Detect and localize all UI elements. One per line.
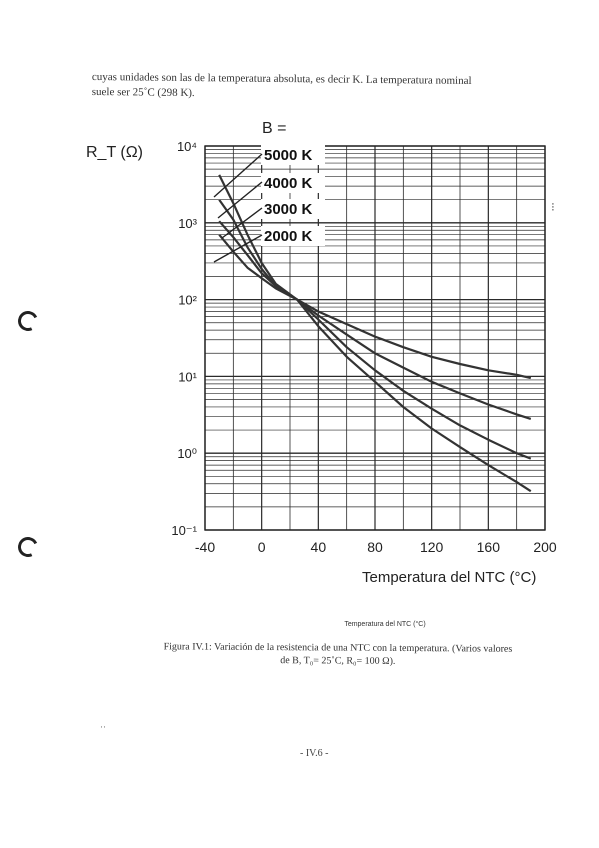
x-axis-label: Temperatura del NTC (°C) xyxy=(362,569,536,586)
chart-curves xyxy=(218,174,532,493)
series-curve xyxy=(218,220,532,420)
y-tick-label: 10¹ xyxy=(178,369,197,384)
y-tick-label: 10⁻¹ xyxy=(171,523,197,538)
series-curve xyxy=(218,199,532,460)
chart-text: R_T (Ω) Temperatura del NTC (°C) B = -40… xyxy=(86,120,557,586)
y-tick-label: 10⁰ xyxy=(177,446,197,461)
x-tick-label: 80 xyxy=(367,539,383,555)
legend-leader-line xyxy=(221,207,263,239)
scan-speck: ⁝ xyxy=(551,200,555,214)
legend-leader-line xyxy=(217,181,263,219)
legend-title: B = xyxy=(262,120,286,137)
plot-frame xyxy=(204,145,546,531)
x-tick-label: 200 xyxy=(533,539,557,555)
chart-grid xyxy=(204,145,546,531)
scan-speck: ·· xyxy=(100,722,106,732)
y-tick-label: 10² xyxy=(178,293,197,308)
series-curve xyxy=(218,233,532,380)
y-axis-label: R_T (Ω) xyxy=(86,144,143,161)
y-tick-label: 10⁴ xyxy=(177,139,197,154)
legend-label: 5000 K xyxy=(264,147,313,164)
page-number: - IV.6 - xyxy=(300,748,329,759)
legend-label: 4000 K xyxy=(264,175,313,192)
legend-leader-line xyxy=(213,153,263,198)
legend-label-background xyxy=(261,173,325,193)
figure-small-title: Temperatura del NTC (°C) xyxy=(344,621,426,628)
x-tick-label: -40 xyxy=(195,539,215,555)
legend-label-background xyxy=(261,199,325,219)
x-tick-label: 120 xyxy=(420,539,444,555)
legend-label: 2000 K xyxy=(264,228,313,245)
x-tick-label: 0 xyxy=(258,539,266,555)
figure-caption: Figura IV.1: Variación de la resistencia… xyxy=(118,640,558,669)
legend-label-background xyxy=(261,145,325,165)
series-curve xyxy=(218,174,532,493)
y-tick-label: 10³ xyxy=(178,216,197,231)
legend-leader-line xyxy=(213,234,263,263)
x-tick-label: 160 xyxy=(477,539,501,555)
x-tick-label: 40 xyxy=(311,539,327,555)
legend-label-background xyxy=(261,226,325,246)
legend-label: 3000 K xyxy=(264,201,313,218)
